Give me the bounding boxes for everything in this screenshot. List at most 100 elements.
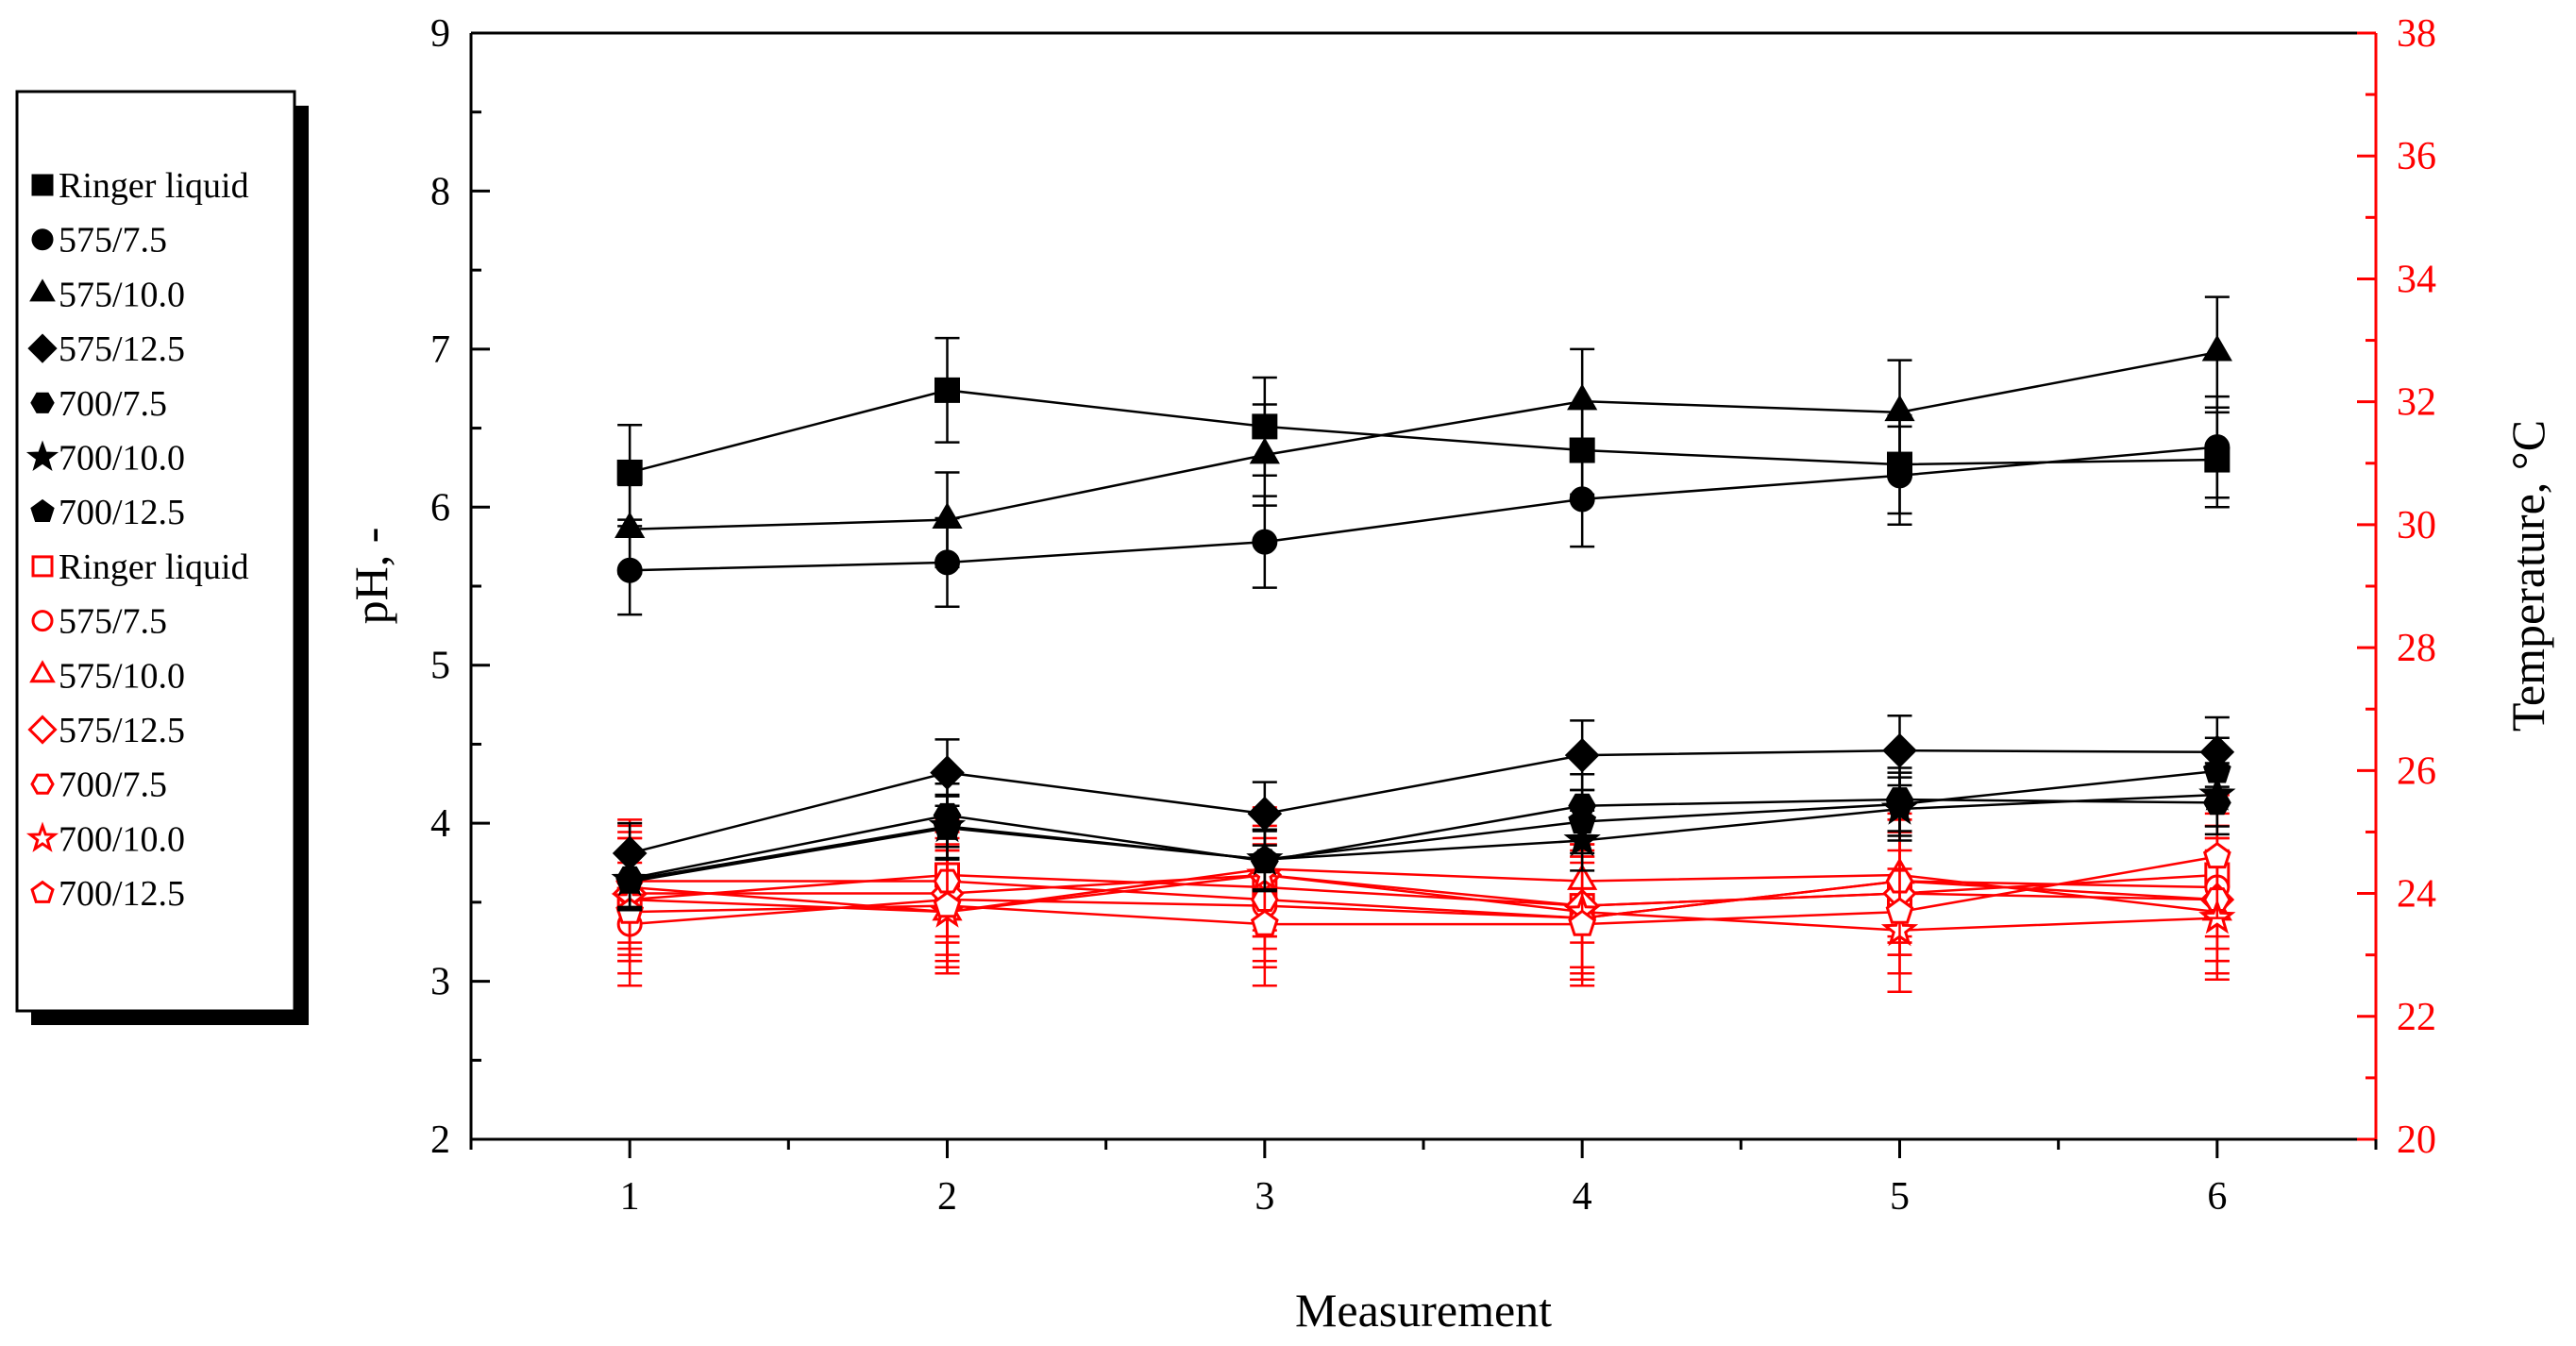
legend-marker [29,660,56,683]
y-tick-label: 2 [430,1119,450,1162]
legend-marker [31,228,54,251]
data-point [1252,529,1278,555]
legend-marker [25,440,59,472]
y2-tick-label: 32 [2397,381,2436,425]
data-point [1247,796,1283,832]
legend-item: 700/7.5 [30,384,167,424]
series-line [630,873,2217,932]
y2-axis-label: Temperature, °C [2501,420,2554,732]
legend-label: Ringer liquid [59,547,249,587]
data-point [2202,756,2231,783]
y2-tick-label: 28 [2397,627,2436,670]
y-tick-label: 9 [430,12,450,56]
legend-marker [30,880,55,903]
x-tick-label: 1 [620,1175,640,1219]
y2-tick-label: 30 [2397,504,2436,547]
series-line [630,446,2217,572]
legend-label: 575/12.5 [59,711,185,750]
legend-label: 575/7.5 [59,221,167,261]
legend-label: 575/10.0 [59,656,185,696]
legend-item: 700/7.5 [30,766,167,805]
legend-label: 700/7.5 [59,766,167,805]
data-point [1250,909,1279,936]
y-tick-label: 7 [430,328,450,372]
legend-item: Ringer liquid [31,166,249,206]
legend: Ringer liquid 575/7.5 575/10.0 575/12.5 700/… [15,90,309,1025]
legend-label: 575/7.5 [59,602,167,642]
x-tick-label: 5 [1890,1175,1910,1219]
legend-marker [30,498,55,523]
data-point [2202,841,2231,869]
x-tick-label: 6 [2207,1175,2227,1219]
data-point [1887,463,1912,489]
x-tick-label: 3 [1254,1175,1274,1219]
legend-label: 700/7.5 [59,384,167,424]
series-line [629,389,2217,474]
legend-label: 575/10.0 [59,275,185,314]
legend-item: Ringer liquid [31,547,249,587]
y-axis-label: pH, - [345,528,397,625]
x-tick-label: 2 [937,1175,957,1219]
y-tick-label: 6 [430,486,450,530]
y2-tick-label: 22 [2397,996,2436,1039]
legend-item: 575/10.0 [29,275,185,314]
y-tick-label: 5 [430,645,450,688]
legend-marker [25,821,59,852]
y2-tick-label: 26 [2397,749,2436,793]
legend-item: 575/10.0 [29,656,185,696]
series-temperature-10 [612,812,2235,968]
series-line [629,793,2217,882]
series-ph-6 [615,736,2231,912]
data-point [1564,737,1600,773]
y2-tick-label: 20 [2397,1119,2436,1162]
legend-label: 700/10.0 [59,439,185,479]
legend-item: 575/7.5 [31,602,167,642]
legend-label: 700/12.5 [59,874,185,914]
legend-item: 700/10.0 [25,439,185,479]
y2-tick-label: 24 [2397,873,2436,917]
legend-label: 700/10.0 [59,819,185,859]
data-point [934,377,960,403]
legend-marker [30,773,55,795]
legend-marker [27,715,58,745]
series-line [629,798,2217,880]
legend-marker [31,555,54,578]
y2-tick-label: 34 [2397,258,2436,301]
y-tick-label: 3 [430,961,450,1004]
series-temperature-8 [616,818,2231,987]
series-line [630,880,2217,926]
data-point [933,890,962,918]
y2-tick-label: 38 [2397,12,2436,56]
legend-marker [30,392,55,413]
data-point [1250,844,1279,872]
data-point [933,813,962,840]
data-point [1882,732,1917,768]
legend-label: Ringer liquid [59,166,249,206]
series-line [630,350,2218,530]
series-line [629,749,2217,855]
data-point [615,866,645,894]
data-point [1885,789,1914,816]
legend-item: 575/7.5 [31,221,167,261]
series-line [630,880,2217,919]
data-point [615,512,646,539]
legend-item: 575/12.5 [27,329,185,369]
x-axis-label: Measurement [1295,1284,1552,1337]
data-point [1568,806,1597,834]
series-line [630,873,2217,907]
legend-marker [31,174,54,196]
y2-tick-label: 36 [2397,135,2436,178]
y-tick-label: 4 [430,802,450,846]
data-point [2201,334,2232,362]
series-line [630,873,2217,907]
series-line [630,855,2218,926]
legend-label: 700/12.5 [59,493,185,532]
legend-item: 575/12.5 [27,711,185,750]
legend-item: 700/12.5 [30,493,185,532]
data-point [932,502,963,529]
data-point [1567,383,1598,411]
series-line [629,769,2217,883]
series-layer [611,295,2236,993]
